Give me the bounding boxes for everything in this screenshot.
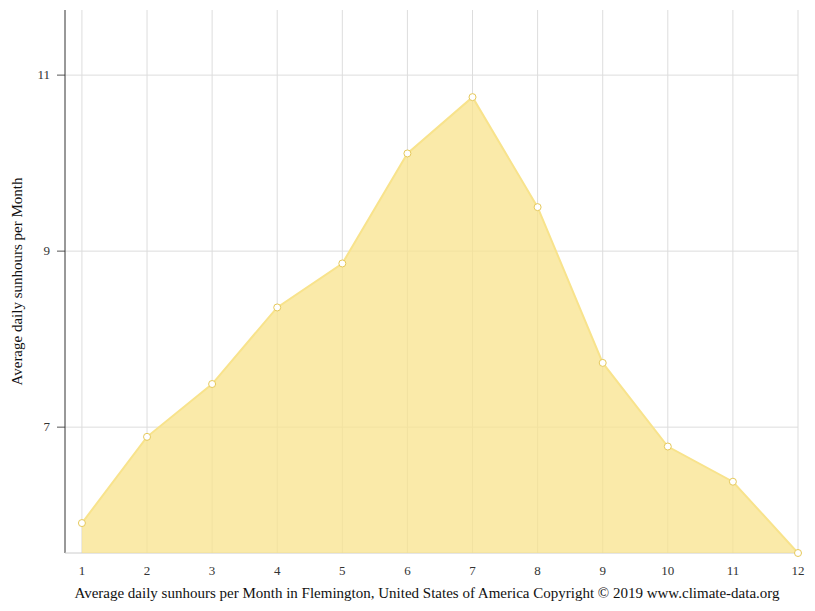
marker bbox=[78, 520, 85, 527]
marker bbox=[209, 381, 216, 388]
y-tick-label: 7 bbox=[44, 419, 51, 434]
x-tick-label: 8 bbox=[534, 563, 541, 578]
y-tick bbox=[57, 251, 65, 252]
chart: 1234567891011127911Average daily sunhour… bbox=[0, 0, 815, 611]
x-tick-label: 9 bbox=[599, 563, 606, 578]
x-tick-label: 11 bbox=[727, 563, 740, 578]
y-tick bbox=[57, 427, 65, 428]
x-tick-label: 12 bbox=[792, 563, 805, 578]
marker bbox=[404, 150, 411, 157]
x-tick-label: 5 bbox=[339, 563, 346, 578]
plot-group bbox=[82, 97, 798, 553]
x-tick-label: 4 bbox=[274, 563, 281, 578]
marker bbox=[599, 359, 606, 366]
line bbox=[82, 97, 798, 553]
y-tick-label: 9 bbox=[44, 243, 51, 258]
x-grid bbox=[732, 10, 733, 553]
x-tick-label: 2 bbox=[144, 563, 151, 578]
y-axis-label: Average daily sunhours per Month bbox=[9, 177, 25, 386]
x-tick-label: 7 bbox=[469, 563, 476, 578]
chart-container: 1234567891011127911Average daily sunhour… bbox=[0, 0, 815, 611]
y-tick bbox=[57, 75, 65, 76]
y-axis bbox=[65, 10, 66, 553]
x-grid bbox=[798, 10, 799, 553]
y-tick-label: 11 bbox=[37, 67, 50, 82]
area bbox=[82, 97, 798, 553]
marker bbox=[534, 204, 541, 211]
x-tick-label: 10 bbox=[661, 563, 674, 578]
title: Average daily sunhours per Month in Flem… bbox=[74, 585, 780, 601]
x-grid bbox=[81, 10, 82, 553]
marker bbox=[664, 443, 671, 450]
marker bbox=[274, 304, 281, 311]
marker bbox=[144, 433, 151, 440]
y-grid bbox=[65, 75, 798, 76]
x-tick-label: 1 bbox=[79, 563, 86, 578]
x-tick-label: 3 bbox=[209, 563, 216, 578]
marker bbox=[729, 478, 736, 485]
marker bbox=[469, 94, 476, 101]
x-tick-label: 6 bbox=[404, 563, 411, 578]
marker bbox=[795, 550, 802, 557]
marker bbox=[339, 260, 346, 267]
